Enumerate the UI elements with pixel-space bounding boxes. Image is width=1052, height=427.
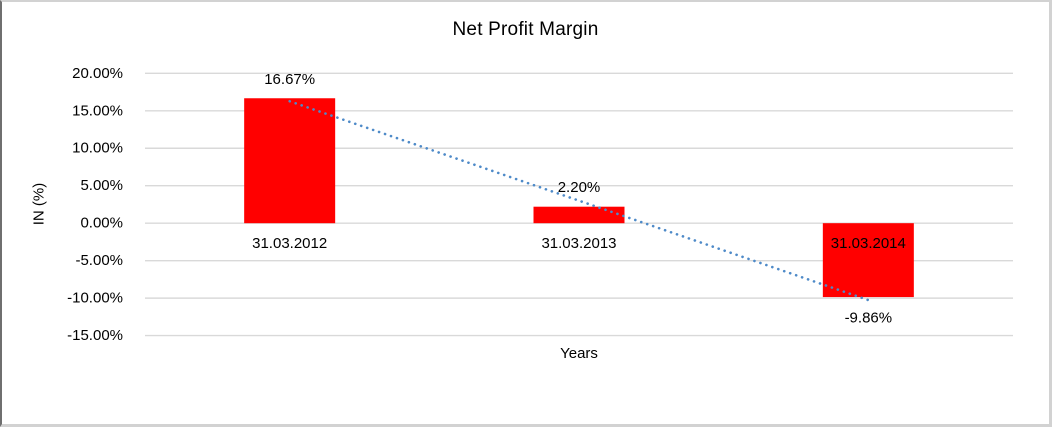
category-label: 31.03.2013 [541,235,616,252]
y-tick-label: 10.00% [72,140,123,157]
y-tick-label: 0.00% [80,215,123,232]
data-label: 2.20% [558,179,601,196]
bar [244,98,336,224]
trendline [288,99,870,302]
y-tick-label: -5.00% [75,252,123,269]
bar [533,206,625,224]
x-axis-title: Years [560,345,598,362]
chart-title: Net Profit Margin [452,19,599,40]
y-axis-title: IN (%) [30,182,48,226]
category-label: 31.03.2014 [831,235,906,252]
data-label: -9.86% [845,310,893,327]
y-tick-label: 5.00% [80,177,123,194]
bar [822,223,914,298]
data-label: 16.67% [264,71,315,88]
y-tick-label: -10.00% [67,290,123,307]
y-tick-label: 20.00% [72,65,123,82]
y-tick-label: 15.00% [72,102,123,119]
category-label: 31.03.2012 [252,235,327,252]
y-tick-label: -15.00% [67,327,123,344]
